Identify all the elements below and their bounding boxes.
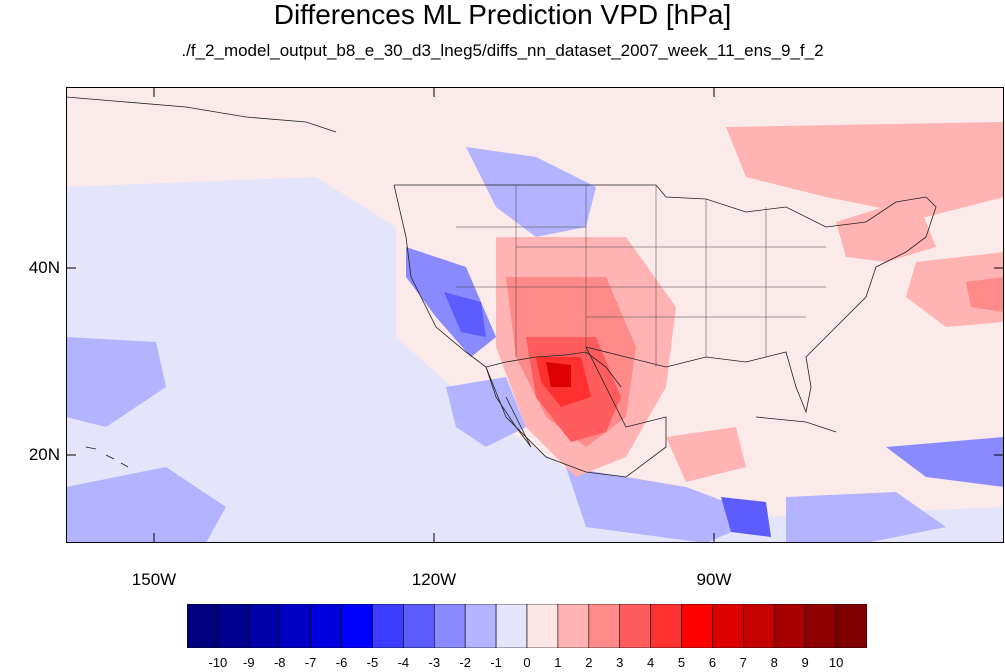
colorbar-swatch bbox=[495, 604, 528, 648]
chart-title: Differences ML Prediction VPD [hPa] bbox=[273, 0, 732, 30]
colorbar-swatch bbox=[279, 604, 311, 648]
colorbar-tick-label: -7 bbox=[304, 655, 317, 670]
colorbar-tick-label: 9 bbox=[801, 655, 809, 670]
lat-label-20n: 20N bbox=[28, 445, 60, 464]
alaska-coast bbox=[66, 96, 337, 133]
colorbar-swatch bbox=[588, 604, 621, 648]
lon-label-150w: 150W bbox=[131, 570, 177, 589]
field-atlantic-south-blue bbox=[786, 492, 946, 543]
colorbar-tick-label: 7 bbox=[739, 655, 747, 670]
field-north-rockies-blue bbox=[466, 147, 596, 237]
lon-label-90w: 90W bbox=[696, 570, 732, 589]
colorbar-tick-label: -9 bbox=[243, 655, 255, 670]
colorbar-swatch bbox=[187, 604, 219, 648]
colorbar-swatch bbox=[372, 604, 404, 648]
field-pacific-light-blue bbox=[66, 177, 1004, 543]
colorbar-swatch bbox=[526, 604, 559, 648]
field-east-pacific-blue bbox=[566, 467, 766, 543]
colorbar-tick-label: 10 bbox=[828, 655, 844, 670]
colorbar-swatch bbox=[712, 604, 744, 648]
hawaii-islands bbox=[85, 446, 129, 468]
colorbar-swatch bbox=[743, 604, 775, 648]
colorbar-swatch bbox=[217, 604, 250, 648]
axis-ticks bbox=[66, 87, 1004, 543]
field-socal-dark-blue bbox=[444, 292, 486, 337]
field-yucatan-pink bbox=[666, 427, 746, 482]
colorbar-swatch bbox=[835, 604, 867, 648]
colorbar-swatch bbox=[557, 604, 590, 648]
colorbar-tick-label: -2 bbox=[459, 655, 471, 670]
colorbar-tick-label: 5 bbox=[677, 655, 686, 670]
colorbar-tick-label: -8 bbox=[273, 655, 286, 670]
lat-label-40n: 40N bbox=[28, 258, 60, 277]
state-lines bbox=[456, 185, 826, 367]
colorbar-tick-label: -10 bbox=[208, 655, 228, 670]
field-caribbean-east-blue bbox=[886, 437, 1004, 487]
colorbar-tick-label: -5 bbox=[366, 655, 379, 670]
field-pacific-sw-blue bbox=[66, 467, 226, 543]
colorbar-swatch bbox=[804, 604, 837, 648]
colorbar-swatch bbox=[619, 604, 651, 648]
lon-label-120w: 120W bbox=[411, 570, 457, 589]
chart-subtitle: ./f_2_model_output_b8_e_30_d3_lneg5/diff… bbox=[181, 41, 824, 60]
baja-peninsula bbox=[485, 366, 532, 448]
colorbar-tick-label: -6 bbox=[335, 655, 348, 670]
colorbar-tick-label: 3 bbox=[616, 655, 624, 670]
colorbar-tick-label: -4 bbox=[397, 655, 410, 670]
colorbar-swatch bbox=[310, 604, 342, 648]
colorbar-swatch bbox=[433, 604, 466, 648]
map-border bbox=[66, 87, 1004, 543]
colorbar-tick-label: -1 bbox=[490, 655, 502, 670]
field-mexico-peak-red bbox=[546, 362, 571, 387]
field-northeast-red bbox=[836, 197, 936, 262]
vpd-difference-map bbox=[66, 87, 1004, 543]
colorbar-tick-label: -3 bbox=[428, 655, 441, 670]
colorbar-swatch bbox=[650, 604, 682, 648]
mexico-border bbox=[485, 351, 622, 388]
colorbar-swatch bbox=[464, 604, 497, 648]
colorbar-swatch bbox=[773, 604, 806, 648]
colorbar-tick-label: 4 bbox=[647, 655, 655, 670]
colorbar-tick-label: 8 bbox=[770, 655, 778, 670]
colorbar-swatch bbox=[341, 604, 373, 648]
colorbar-tick-label: 1 bbox=[554, 655, 562, 670]
colorbar-swatch bbox=[248, 604, 281, 648]
field-caribbean-dark-blue bbox=[721, 497, 771, 537]
cuba bbox=[755, 416, 837, 433]
colorbar-tick-label: 0 bbox=[523, 655, 531, 670]
colorbar bbox=[187, 604, 867, 648]
field-pacific-south-blue bbox=[446, 377, 526, 447]
colorbar-swatch bbox=[403, 604, 435, 648]
field-canada-east-red bbox=[726, 122, 1004, 217]
colorbar-tick-label: 6 bbox=[708, 655, 717, 670]
field-atlantic-core-red bbox=[966, 277, 1004, 312]
colorbar-tick-label: 2 bbox=[585, 655, 593, 670]
field-pacific-west-blue bbox=[66, 337, 166, 427]
colorbar-swatch bbox=[681, 604, 713, 648]
